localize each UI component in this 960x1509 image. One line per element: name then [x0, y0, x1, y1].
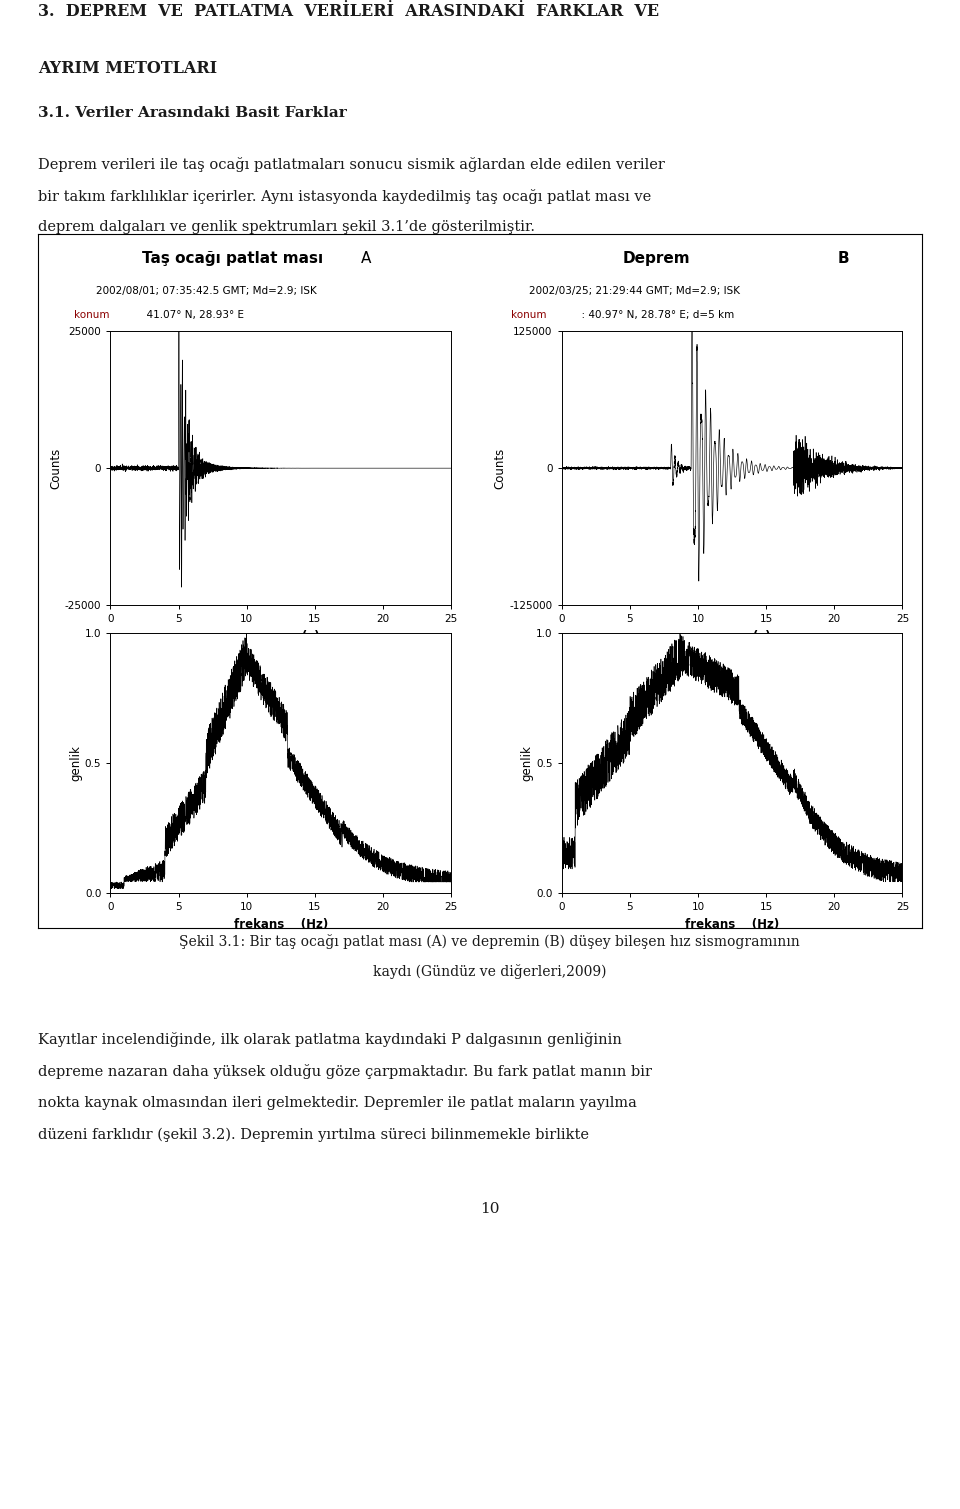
Text: Deprem: Deprem: [623, 252, 690, 266]
X-axis label: zaman    (s): zaman (s): [693, 629, 771, 643]
Text: A: A: [361, 252, 372, 266]
Text: B: B: [838, 252, 850, 266]
X-axis label: frekans    (Hz): frekans (Hz): [233, 917, 328, 931]
Text: 41.07° N, 28.93° E: 41.07° N, 28.93° E: [140, 311, 244, 320]
Y-axis label: Counts: Counts: [49, 448, 62, 489]
Text: AYRIM METOTLARI: AYRIM METOTLARI: [38, 60, 218, 77]
Y-axis label: genlik: genlik: [520, 745, 534, 782]
Text: Deprem verileri ile taş ocağı patlatmaları sonucu sismik ağlardan elde edilen ve: Deprem verileri ile taş ocağı patlatmala…: [38, 157, 665, 172]
Text: deprem dalgaları ve genlik spektrumları şekil 3.1’de gösterilmiştir.: deprem dalgaları ve genlik spektrumları …: [38, 220, 536, 234]
Text: 10: 10: [480, 1203, 499, 1216]
Text: konum: konum: [74, 311, 109, 320]
Text: konum: konum: [511, 311, 546, 320]
Text: : 40.97° N, 28.78° E; d=5 km: : 40.97° N, 28.78° E; d=5 km: [575, 311, 734, 320]
Text: nokta kaynak olmasından ileri gelmektedir. Depremler ile patlat maların yayılma: nokta kaynak olmasından ileri gelmektedi…: [38, 1096, 637, 1109]
X-axis label: frekans    (Hz): frekans (Hz): [684, 917, 780, 931]
Text: bir takım farklılıklar içerirler. Aynı istasyonda kaydedilmiş taş ocağı patlat m: bir takım farklılıklar içerirler. Aynı i…: [38, 189, 652, 204]
Text: 3.1. Veriler Arasındaki Basit Farklar: 3.1. Veriler Arasındaki Basit Farklar: [38, 106, 348, 119]
Text: depreme nazaran daha yüksek olduğu göze çarpmaktadır. Bu fark patlat manın bir: depreme nazaran daha yüksek olduğu göze …: [38, 1064, 653, 1079]
Text: Taş ocağı patlat ması: Taş ocağı patlat ması: [142, 252, 324, 266]
Text: kaydı (Gündüz ve diğerleri,2009): kaydı (Gündüz ve diğerleri,2009): [372, 964, 607, 979]
Text: düzeni farklıdır (şekil 3.2). Depremin yırtılma süreci bilinmemekle birlikte: düzeni farklıdır (şekil 3.2). Depremin y…: [38, 1127, 589, 1142]
Y-axis label: genlik: genlik: [69, 745, 83, 782]
Text: Şekil 3.1: Bir taş ocağı patlat ması (A) ve depremin (B) düşey bileşen hız sismo: Şekil 3.1: Bir taş ocağı patlat ması (A)…: [180, 934, 800, 949]
Y-axis label: Counts: Counts: [493, 448, 507, 489]
Text: 3.  DEPREM  VE  PATLATMA  VERİLERİ  ARASINDAKİ  FARKLAR  VE: 3. DEPREM VE PATLATMA VERİLERİ ARASINDAK…: [38, 3, 660, 20]
Text: Kayıtlar incelendiğinde, ilk olarak patlatma kaydındaki P dalgasının genliğinin: Kayıtlar incelendiğinde, ilk olarak patl…: [38, 1032, 622, 1047]
Text: 2002/08/01; 07:35:42.5 GMT; Md=2.9; ISK: 2002/08/01; 07:35:42.5 GMT; Md=2.9; ISK: [96, 287, 317, 296]
Text: 2002/03/25; 21:29:44 GMT; Md=2.9; ISK: 2002/03/25; 21:29:44 GMT; Md=2.9; ISK: [529, 287, 739, 296]
X-axis label: zaman    (s): zaman (s): [242, 629, 320, 643]
